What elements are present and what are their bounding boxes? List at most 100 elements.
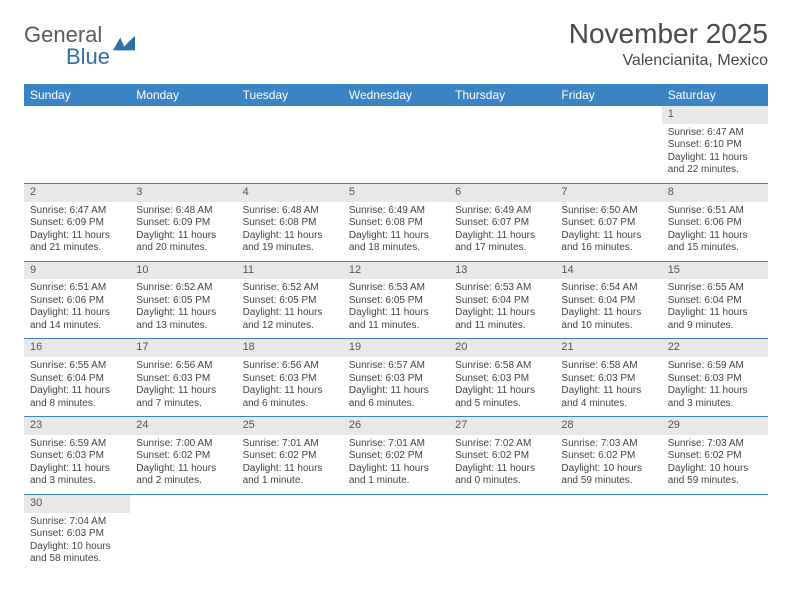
sunset-line: Sunset: 6:07 PM bbox=[455, 217, 549, 230]
day-number-cell: 17 bbox=[130, 339, 236, 357]
sunset-line: Sunset: 6:08 PM bbox=[349, 217, 443, 230]
daynum-row: 1 bbox=[24, 106, 768, 124]
weekday-sun: Sunday bbox=[24, 84, 130, 106]
sunset-line: Sunset: 6:02 PM bbox=[561, 450, 655, 463]
daylight-line: Daylight: 11 hours and 17 minutes. bbox=[455, 230, 549, 255]
sunrise-line: Sunrise: 6:48 AM bbox=[243, 205, 337, 218]
day-number-cell: 4 bbox=[237, 183, 343, 201]
sunset-line: Sunset: 6:03 PM bbox=[30, 450, 124, 463]
day-info-cell: Sunrise: 6:59 AMSunset: 6:03 PMDaylight:… bbox=[662, 357, 768, 417]
day-number-cell: 1 bbox=[662, 106, 768, 124]
logo: General Blue bbox=[24, 24, 135, 68]
sunset-line: Sunset: 6:06 PM bbox=[30, 295, 124, 308]
sunset-line: Sunset: 6:03 PM bbox=[30, 528, 124, 541]
calendar-head: Sunday Monday Tuesday Wednesday Thursday… bbox=[24, 84, 768, 106]
daylight-line: Daylight: 10 hours and 58 minutes. bbox=[30, 541, 124, 566]
day-info-cell bbox=[449, 513, 555, 572]
info-row: Sunrise: 7:04 AMSunset: 6:03 PMDaylight:… bbox=[24, 513, 768, 572]
weekday-row: Sunday Monday Tuesday Wednesday Thursday… bbox=[24, 84, 768, 106]
day-number-cell: 20 bbox=[449, 339, 555, 357]
sunset-line: Sunset: 6:03 PM bbox=[349, 373, 443, 386]
day-info-cell bbox=[130, 513, 236, 572]
sunrise-line: Sunrise: 6:55 AM bbox=[30, 360, 124, 373]
daylight-line: Daylight: 11 hours and 1 minute. bbox=[349, 463, 443, 488]
sunset-line: Sunset: 6:08 PM bbox=[243, 217, 337, 230]
day-info-cell: Sunrise: 6:56 AMSunset: 6:03 PMDaylight:… bbox=[130, 357, 236, 417]
sunset-line: Sunset: 6:04 PM bbox=[30, 373, 124, 386]
day-number-cell: 5 bbox=[343, 183, 449, 201]
day-info-cell: Sunrise: 6:53 AMSunset: 6:05 PMDaylight:… bbox=[343, 279, 449, 339]
day-number-cell bbox=[130, 494, 236, 512]
day-info-cell: Sunrise: 7:02 AMSunset: 6:02 PMDaylight:… bbox=[449, 435, 555, 495]
day-number-cell: 16 bbox=[24, 339, 130, 357]
weekday-mon: Monday bbox=[130, 84, 236, 106]
sunset-line: Sunset: 6:03 PM bbox=[136, 373, 230, 386]
sunrise-line: Sunrise: 6:49 AM bbox=[455, 205, 549, 218]
sunset-line: Sunset: 6:02 PM bbox=[668, 450, 762, 463]
weekday-sat: Saturday bbox=[662, 84, 768, 106]
day-info-cell: Sunrise: 6:49 AMSunset: 6:08 PMDaylight:… bbox=[343, 202, 449, 262]
day-number-cell: 6 bbox=[449, 183, 555, 201]
day-number-cell: 25 bbox=[237, 417, 343, 435]
day-info-cell: Sunrise: 7:03 AMSunset: 6:02 PMDaylight:… bbox=[555, 435, 661, 495]
daylight-line: Daylight: 11 hours and 21 minutes. bbox=[30, 230, 124, 255]
day-number-cell bbox=[24, 106, 130, 124]
sunrise-line: Sunrise: 7:01 AM bbox=[243, 438, 337, 451]
day-number-cell: 24 bbox=[130, 417, 236, 435]
day-number-cell bbox=[449, 494, 555, 512]
info-row: Sunrise: 6:47 AMSunset: 6:09 PMDaylight:… bbox=[24, 202, 768, 262]
day-number-cell bbox=[555, 494, 661, 512]
day-number-cell: 28 bbox=[555, 417, 661, 435]
info-row: Sunrise: 6:47 AMSunset: 6:10 PMDaylight:… bbox=[24, 124, 768, 184]
sunrise-line: Sunrise: 6:53 AM bbox=[349, 282, 443, 295]
daylight-line: Daylight: 11 hours and 9 minutes. bbox=[668, 307, 762, 332]
day-number-cell: 19 bbox=[343, 339, 449, 357]
day-info-cell: Sunrise: 6:51 AMSunset: 6:06 PMDaylight:… bbox=[662, 202, 768, 262]
day-info-cell bbox=[343, 513, 449, 572]
day-number-cell bbox=[662, 494, 768, 512]
sunset-line: Sunset: 6:10 PM bbox=[668, 139, 762, 152]
daylight-line: Daylight: 11 hours and 18 minutes. bbox=[349, 230, 443, 255]
daynum-row: 23242526272829 bbox=[24, 417, 768, 435]
day-info-cell: Sunrise: 7:04 AMSunset: 6:03 PMDaylight:… bbox=[24, 513, 130, 572]
day-info-cell: Sunrise: 7:01 AMSunset: 6:02 PMDaylight:… bbox=[237, 435, 343, 495]
day-number-cell: 8 bbox=[662, 183, 768, 201]
day-number-cell: 26 bbox=[343, 417, 449, 435]
calendar-body: 1Sunrise: 6:47 AMSunset: 6:10 PMDaylight… bbox=[24, 106, 768, 572]
day-number-cell bbox=[130, 106, 236, 124]
calendar-table: Sunday Monday Tuesday Wednesday Thursday… bbox=[24, 84, 768, 572]
sunrise-line: Sunrise: 7:01 AM bbox=[349, 438, 443, 451]
day-info-cell bbox=[555, 513, 661, 572]
daylight-line: Daylight: 11 hours and 22 minutes. bbox=[668, 152, 762, 177]
sunset-line: Sunset: 6:04 PM bbox=[561, 295, 655, 308]
daylight-line: Daylight: 10 hours and 59 minutes. bbox=[561, 463, 655, 488]
sunrise-line: Sunrise: 6:53 AM bbox=[455, 282, 549, 295]
sunrise-line: Sunrise: 7:00 AM bbox=[136, 438, 230, 451]
sunrise-line: Sunrise: 6:58 AM bbox=[455, 360, 549, 373]
sunrise-line: Sunrise: 6:51 AM bbox=[30, 282, 124, 295]
weekday-thu: Thursday bbox=[449, 84, 555, 106]
title-block: November 2025 Valencianita, Mexico bbox=[569, 18, 768, 70]
day-number-cell: 29 bbox=[662, 417, 768, 435]
day-number-cell: 10 bbox=[130, 261, 236, 279]
day-info-cell: Sunrise: 6:48 AMSunset: 6:08 PMDaylight:… bbox=[237, 202, 343, 262]
day-number-cell: 22 bbox=[662, 339, 768, 357]
day-info-cell bbox=[237, 124, 343, 184]
daylight-line: Daylight: 11 hours and 4 minutes. bbox=[561, 385, 655, 410]
sunrise-line: Sunrise: 6:59 AM bbox=[668, 360, 762, 373]
day-number-cell bbox=[237, 106, 343, 124]
day-number-cell: 23 bbox=[24, 417, 130, 435]
weekday-tue: Tuesday bbox=[237, 84, 343, 106]
day-number-cell: 3 bbox=[130, 183, 236, 201]
daylight-line: Daylight: 11 hours and 3 minutes. bbox=[30, 463, 124, 488]
day-info-cell: Sunrise: 6:58 AMSunset: 6:03 PMDaylight:… bbox=[449, 357, 555, 417]
day-info-cell: Sunrise: 6:52 AMSunset: 6:05 PMDaylight:… bbox=[130, 279, 236, 339]
day-info-cell: Sunrise: 6:56 AMSunset: 6:03 PMDaylight:… bbox=[237, 357, 343, 417]
day-info-cell: Sunrise: 6:54 AMSunset: 6:04 PMDaylight:… bbox=[555, 279, 661, 339]
sunrise-line: Sunrise: 6:49 AM bbox=[349, 205, 443, 218]
daylight-line: Daylight: 11 hours and 20 minutes. bbox=[136, 230, 230, 255]
month-title: November 2025 bbox=[569, 18, 768, 50]
daylight-line: Daylight: 11 hours and 6 minutes. bbox=[349, 385, 443, 410]
sunset-line: Sunset: 6:02 PM bbox=[455, 450, 549, 463]
daynum-row: 30 bbox=[24, 494, 768, 512]
